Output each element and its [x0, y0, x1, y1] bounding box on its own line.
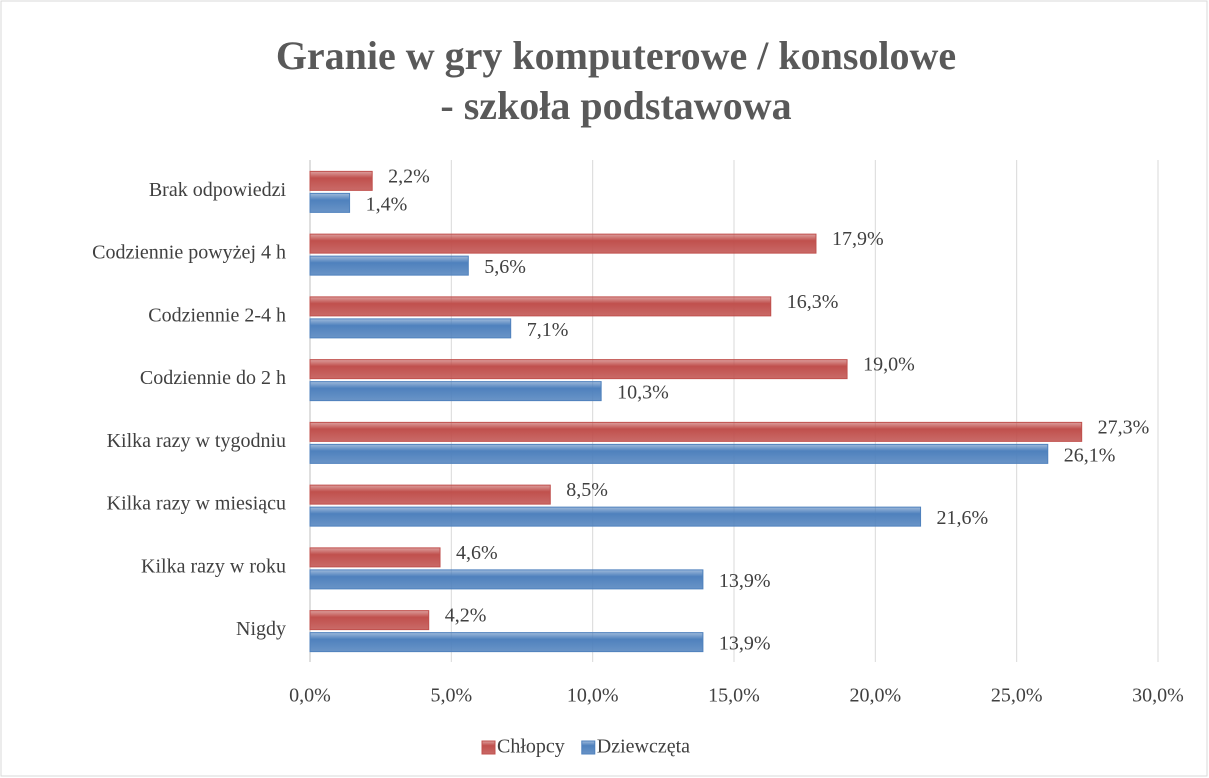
x-tick-label: 0,0%	[289, 685, 331, 707]
data-label: 13,9%	[719, 570, 771, 592]
data-label: 21,6%	[937, 507, 989, 529]
y-tick-label: Kilka razy w tygodniu	[107, 430, 286, 452]
data-label: 26,1%	[1064, 444, 1116, 466]
bar	[309, 632, 704, 653]
data-label: 2,2%	[388, 165, 430, 187]
data-label: 4,6%	[456, 542, 498, 564]
x-tick-label: 5,0%	[430, 685, 472, 707]
bar	[309, 421, 1083, 442]
legend-label: Chłopcy	[497, 736, 565, 758]
data-label: 7,1%	[527, 319, 569, 341]
data-label: 5,6%	[484, 256, 526, 278]
bar	[309, 318, 512, 339]
bar	[309, 192, 351, 213]
bar	[309, 170, 373, 191]
y-tick-label: Codziennie 2-4 h	[148, 304, 286, 326]
data-label: 19,0%	[863, 354, 915, 376]
bar	[309, 610, 430, 631]
bar	[309, 484, 551, 505]
data-label: 8,5%	[566, 479, 608, 501]
legend-swatch	[481, 740, 496, 755]
y-tick-label: Kilka razy w miesiącu	[107, 493, 286, 515]
data-label: 27,3%	[1098, 416, 1150, 438]
bar	[309, 233, 817, 254]
bar	[309, 296, 772, 317]
x-tick-label: 30,0%	[1132, 685, 1184, 707]
y-tick-label: Codziennie powyżej 4 h	[92, 242, 286, 264]
data-label: 17,9%	[832, 228, 884, 250]
y-tick-label: Brak odpowiedzi	[149, 179, 287, 201]
x-tick-label: 25,0%	[991, 685, 1043, 707]
bar	[309, 255, 469, 276]
chart-title: - szkoła podstawowa	[440, 83, 791, 128]
bar	[309, 569, 704, 590]
data-label: 10,3%	[617, 382, 669, 404]
bar	[309, 359, 848, 380]
bar	[309, 381, 602, 402]
x-tick-label: 10,0%	[567, 685, 619, 707]
bar	[309, 443, 1049, 464]
data-label: 16,3%	[787, 291, 839, 313]
x-tick-label: 20,0%	[849, 685, 901, 707]
y-tick-label: Kilka razy w roku	[141, 555, 286, 577]
bar	[309, 547, 441, 568]
bar	[309, 506, 922, 527]
legend-label: Dziewczęta	[597, 736, 690, 758]
data-label: 4,2%	[445, 605, 487, 627]
data-label: 13,9%	[719, 633, 771, 655]
y-tick-label: Nigdy	[236, 618, 286, 640]
legend-swatch	[581, 740, 596, 755]
data-label: 1,4%	[366, 193, 408, 215]
x-tick-label: 15,0%	[708, 685, 760, 707]
chart-title: Granie w gry komputerowe / konsolowe	[276, 33, 956, 78]
y-tick-label: Codziennie do 2 h	[140, 367, 286, 389]
